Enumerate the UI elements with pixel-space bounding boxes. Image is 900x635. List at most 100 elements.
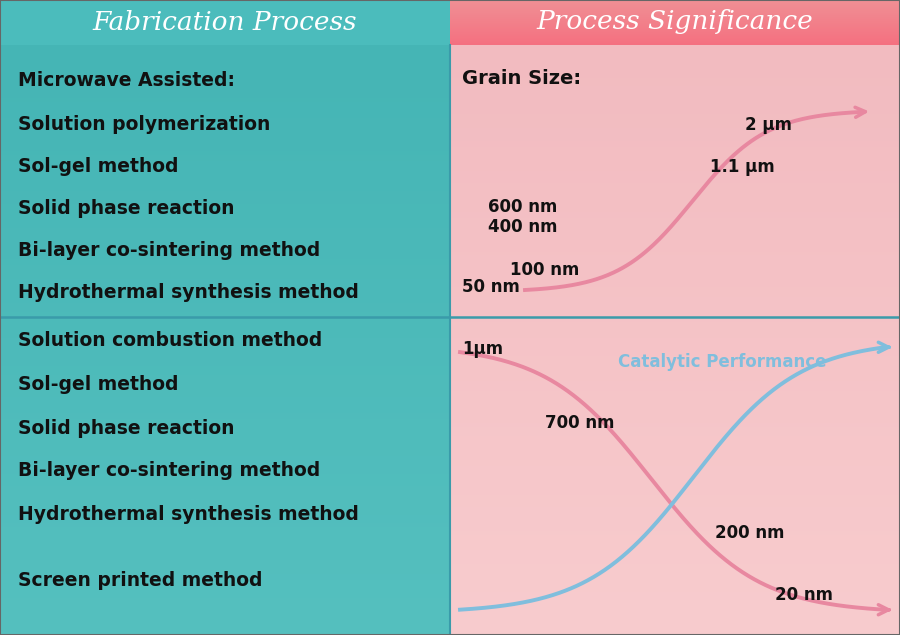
Bar — [450, 390, 900, 393]
Bar — [450, 551, 900, 554]
Bar — [0, 58, 450, 61]
Bar — [0, 304, 450, 307]
Bar — [0, 453, 450, 456]
Bar — [0, 305, 450, 309]
Bar — [450, 325, 900, 328]
Bar — [0, 140, 450, 144]
Bar — [450, 335, 900, 338]
Bar — [450, 67, 900, 70]
Bar — [450, 239, 900, 242]
Bar — [450, 377, 900, 379]
Bar — [450, 13, 900, 15]
Bar — [450, 223, 900, 226]
Bar — [0, 319, 450, 323]
Bar — [0, 180, 450, 183]
Bar — [0, 209, 450, 212]
Bar — [450, 380, 900, 384]
Bar — [0, 196, 450, 198]
Bar — [0, 150, 450, 153]
Bar — [0, 333, 450, 336]
Bar — [0, 244, 450, 248]
Bar — [0, 518, 450, 521]
Bar — [450, 13, 900, 15]
Bar — [0, 400, 450, 403]
Bar — [0, 624, 450, 627]
Bar — [450, 8, 900, 10]
Bar — [450, 408, 900, 411]
Bar — [450, 404, 900, 407]
Bar — [450, 22, 900, 23]
Bar — [450, 241, 900, 244]
Bar — [0, 536, 450, 538]
Bar — [0, 274, 450, 277]
Bar — [450, 121, 900, 124]
Bar — [0, 526, 450, 529]
Bar — [0, 266, 450, 269]
Bar — [450, 603, 900, 606]
Bar — [450, 128, 900, 131]
Bar — [450, 11, 900, 13]
Text: Fabrication Process: Fabrication Process — [93, 10, 357, 34]
Bar — [0, 286, 450, 289]
Bar — [450, 27, 900, 29]
Bar — [450, 109, 900, 112]
Bar — [450, 1, 900, 3]
Bar — [0, 349, 450, 352]
Bar — [450, 115, 900, 117]
Bar — [450, 244, 900, 248]
Bar — [0, 408, 450, 411]
Text: 600 nm: 600 nm — [488, 198, 557, 216]
Bar — [450, 4, 900, 6]
Bar — [0, 542, 450, 545]
Text: 700 nm: 700 nm — [545, 414, 615, 432]
Bar — [0, 121, 450, 124]
Bar — [450, 284, 900, 287]
Bar — [0, 567, 450, 570]
Bar — [450, 81, 900, 84]
Bar — [450, 416, 900, 418]
Bar — [450, 327, 900, 330]
Bar — [450, 368, 900, 371]
Bar — [450, 126, 900, 130]
Bar — [450, 630, 900, 633]
Bar — [450, 302, 900, 305]
Bar — [450, 341, 900, 344]
Bar — [450, 398, 900, 401]
Bar — [450, 592, 900, 596]
Bar — [450, 538, 900, 540]
Bar — [450, 614, 900, 617]
Bar — [0, 184, 450, 187]
Bar — [0, 221, 450, 224]
Bar — [0, 366, 450, 370]
Bar — [450, 359, 900, 362]
Bar — [0, 406, 450, 409]
Text: 100 nm: 100 nm — [510, 261, 580, 279]
Bar — [450, 231, 900, 234]
Bar — [450, 205, 900, 208]
Bar — [0, 294, 450, 297]
Bar — [0, 418, 450, 420]
Bar — [0, 211, 450, 214]
Bar — [0, 361, 450, 364]
Bar — [450, 345, 900, 348]
Bar — [450, 500, 900, 503]
Bar — [450, 54, 900, 57]
Bar — [450, 311, 900, 314]
Bar — [0, 185, 450, 189]
Bar — [450, 461, 900, 464]
Bar — [450, 36, 900, 37]
Bar — [0, 158, 450, 161]
Bar — [0, 547, 450, 551]
Bar — [0, 90, 450, 92]
Bar — [0, 137, 450, 140]
Bar — [0, 502, 450, 505]
Bar — [0, 549, 450, 552]
Bar — [0, 355, 450, 358]
Bar — [450, 138, 900, 142]
Bar — [450, 23, 900, 25]
Bar — [0, 422, 450, 425]
Bar — [450, 211, 900, 214]
Bar — [450, 542, 900, 545]
Bar — [0, 394, 450, 397]
Bar — [450, 2, 900, 4]
